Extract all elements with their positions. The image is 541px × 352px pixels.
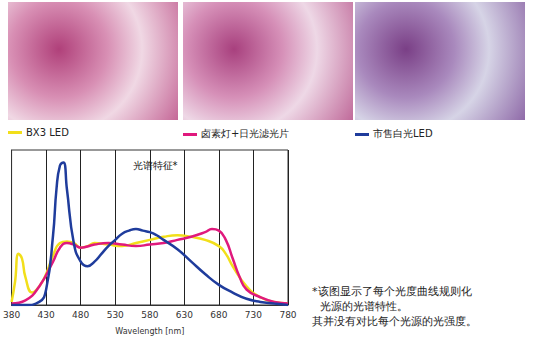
svg-text:380: 380 xyxy=(3,310,20,320)
svg-text:480: 480 xyxy=(72,310,89,320)
svg-text:580: 580 xyxy=(141,310,158,320)
html-text:BX3 LED: BX3 LED xyxy=(26,127,69,138)
svg-text:光谱特征*: 光谱特征* xyxy=(133,160,178,171)
html-text:光源的光谱特性。: 光源的光谱特性。 xyxy=(320,300,408,313)
html-text:市售白光LED: 市售白光LED xyxy=(373,128,433,139)
svg-text:730: 730 xyxy=(245,310,262,320)
svg-text:780: 780 xyxy=(279,310,296,320)
html-text:*该图显示了每个光度曲线规则化: *该图显示了每个光度曲线规则化 xyxy=(312,285,472,298)
svg-text:530: 530 xyxy=(107,310,124,320)
html-text:其并没有对比每个光源的光强度。: 其并没有对比每个光源的光强度。 xyxy=(312,315,477,328)
svg-text:630: 630 xyxy=(176,310,193,320)
svg-text:430: 430 xyxy=(38,310,55,320)
html-text:卤素灯+日光滤光片: 卤素灯+日光滤光片 xyxy=(201,128,290,139)
svg-text:Wavelength [nm]: Wavelength [nm] xyxy=(115,327,184,336)
svg-text:680: 680 xyxy=(210,310,227,320)
